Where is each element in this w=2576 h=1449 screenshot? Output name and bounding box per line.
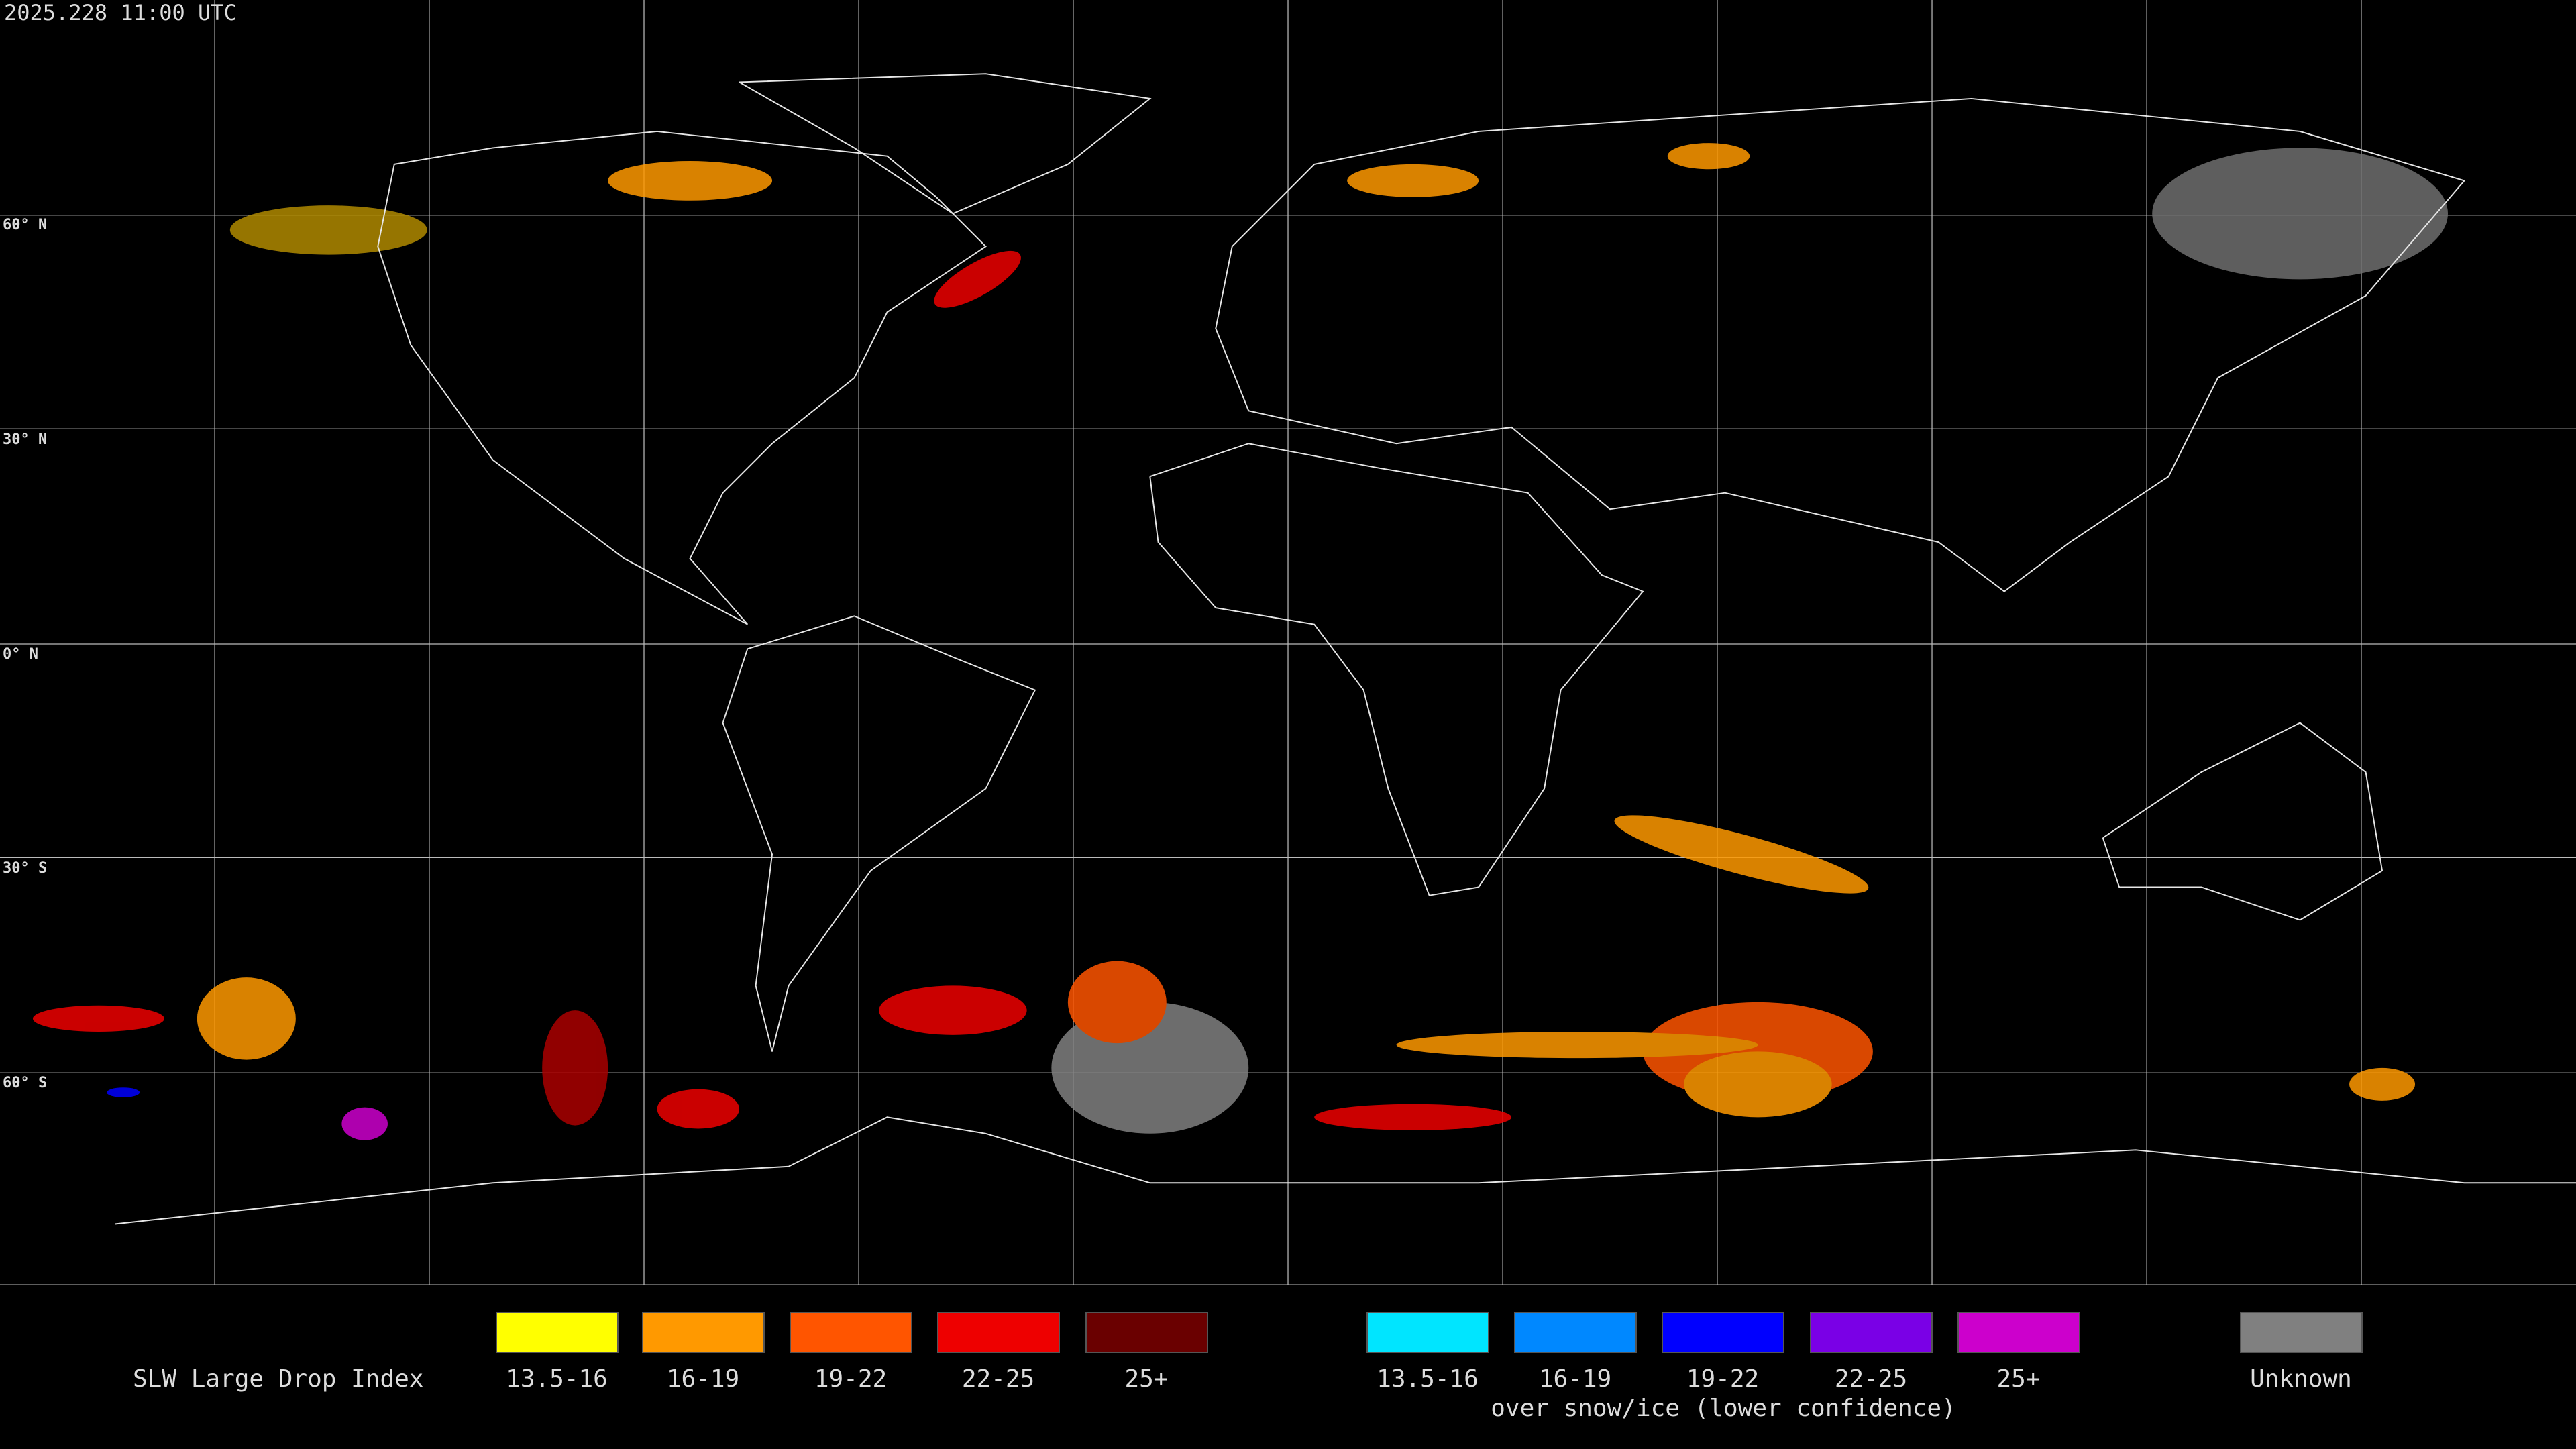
legend-label: 16-19	[667, 1365, 739, 1393]
legend-label: Unknown	[2250, 1365, 2352, 1393]
legend-label: 16-19	[1539, 1365, 1611, 1393]
legend-swatch	[790, 1312, 912, 1353]
legend-label: 25+	[1124, 1365, 1168, 1393]
map	[0, 0, 2576, 1285]
coastlines	[115, 73, 2576, 1225]
legend-swatch	[1957, 1312, 2080, 1353]
legend-label: 13.5-16	[506, 1365, 608, 1393]
latitude-label: 60° S	[3, 1075, 47, 1091]
legend-swatch	[1514, 1312, 1637, 1353]
legend-label: 25+	[1996, 1365, 2040, 1393]
latitude-label: 30° N	[3, 431, 47, 448]
legend-label: 19-22	[814, 1365, 887, 1393]
legend-swatch	[1366, 1312, 1489, 1353]
legend-label: 13.5-16	[1377, 1365, 1479, 1393]
legend-swatch	[1662, 1312, 1784, 1353]
timestamp: 2025.228 11:00 UTC	[4, 0, 237, 25]
legend-swatch	[1085, 1312, 1208, 1353]
legend-title: SLW Large Drop Index	[133, 1365, 423, 1393]
text-overlay: 2025.228 11:00 UTC 60° N 30° N 0° N 30° S 60…	[3, 0, 2363, 1422]
legend-label: 22-25	[962, 1365, 1034, 1393]
legend-swatch	[937, 1312, 1060, 1353]
grid	[0, 0, 2576, 1285]
legend-swatch	[642, 1312, 765, 1353]
latitude-label: 0° N	[3, 646, 38, 663]
legend-label: 19-22	[1686, 1365, 1759, 1393]
legend-label: 22-25	[1835, 1365, 1907, 1393]
cloud-fields	[32, 143, 2449, 1140]
legend-caption: over snow/ice (lower confidence)	[1491, 1395, 1956, 1422]
legend-swatch	[2240, 1312, 2363, 1353]
latitude-label: 60° N	[3, 217, 47, 233]
legend-swatch	[1810, 1312, 1933, 1353]
latitude-label: 30° S	[3, 860, 47, 877]
legend-swatch	[496, 1312, 619, 1353]
